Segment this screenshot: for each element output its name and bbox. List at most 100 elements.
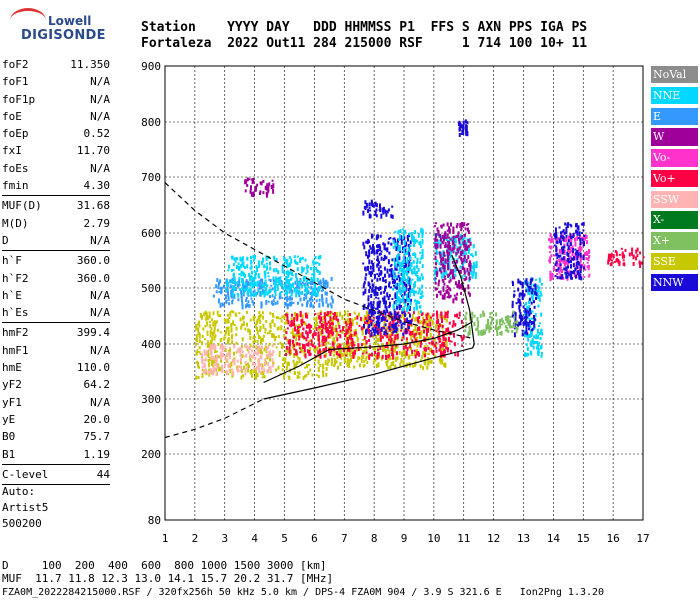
echo-mark [229, 284, 232, 289]
echo-mark [450, 222, 452, 227]
echo-mark [388, 281, 391, 285]
echo-mark [266, 355, 269, 360]
echo-mark [367, 314, 370, 320]
echo-mark [457, 249, 460, 254]
echo-mark [285, 331, 288, 334]
echo-mark [236, 367, 239, 373]
echo-mark [404, 327, 407, 331]
echo-mark [533, 284, 536, 287]
echo-mark [260, 355, 263, 359]
echo-mark [392, 287, 395, 291]
echo-mark [416, 329, 419, 335]
echo-mark [518, 298, 521, 304]
echo-mark [623, 254, 626, 259]
echo-mark [281, 296, 284, 299]
echo-mark [298, 371, 301, 376]
echo-mark [475, 261, 478, 265]
header-row-values: Fortaleza 2022 Out11 284 215000 RSF 1 71… [141, 36, 588, 51]
echo-mark [525, 343, 528, 347]
echo-mark [524, 308, 527, 313]
echo-mark [287, 320, 290, 325]
echo-mark [272, 361, 275, 365]
echo-mark [267, 300, 270, 303]
echo-mark [285, 319, 288, 325]
echo-mark [458, 255, 461, 259]
echo-mark [505, 315, 507, 321]
echo-mark [344, 333, 346, 338]
echo-mark [335, 327, 338, 332]
echo-mark [252, 352, 255, 356]
echo-mark [426, 337, 429, 339]
echo-mark [468, 325, 471, 329]
echo-mark [254, 281, 257, 287]
echo-mark [258, 349, 261, 352]
echo-mark [380, 213, 383, 219]
echo-mark [215, 371, 218, 376]
echo-mark [416, 336, 419, 341]
x-tick-label: 1 [162, 532, 169, 545]
echo-mark [398, 307, 401, 311]
echo-mark [298, 376, 301, 379]
echo-mark [296, 329, 299, 335]
echo-mark [246, 322, 248, 327]
echo-mark [305, 294, 308, 300]
echo-mark [402, 228, 404, 231]
echo-mark [579, 269, 582, 274]
echo-mark [245, 280, 248, 286]
echo-mark [530, 341, 533, 347]
echo-mark [326, 326, 329, 331]
echo-mark [559, 254, 562, 258]
echo-mark [371, 306, 374, 309]
echo-mark [409, 330, 412, 336]
echo-mark [245, 310, 248, 314]
echo-mark [447, 266, 450, 271]
echo-mark [431, 340, 434, 345]
echo-mark [531, 321, 534, 324]
param-row: foE N/A [2, 108, 110, 125]
echo-mark [566, 251, 569, 256]
echo-mark [204, 325, 207, 328]
echo-mark [270, 353, 273, 357]
echo-mark [407, 288, 410, 292]
echo-mark [386, 335, 389, 339]
echo-mark [532, 345, 535, 350]
echo-mark [241, 286, 244, 291]
echo-mark [422, 316, 425, 322]
param-name: foEs [2, 161, 29, 175]
echo-mark [399, 298, 402, 302]
echo-mark [357, 347, 360, 351]
echo-mark [442, 286, 445, 292]
echo-mark [235, 314, 238, 317]
echo-mark [284, 259, 287, 263]
echo-mark [323, 281, 326, 287]
param-row: foF2 11.350 [2, 56, 110, 73]
echo-mark [394, 242, 397, 247]
echo-mark [225, 326, 228, 330]
echo-mark [474, 272, 477, 277]
echo-mark [311, 290, 314, 295]
echo-mark [514, 321, 517, 324]
echo-mark [244, 266, 247, 269]
param-name: h`E [2, 288, 22, 302]
echo-mark [435, 233, 437, 239]
echo-mark [448, 264, 451, 270]
echo-mark [322, 320, 325, 325]
echo-mark [282, 286, 285, 291]
echo-mark [279, 276, 282, 282]
echo-mark [403, 281, 406, 286]
echo-mark [239, 256, 242, 262]
echo-mark [562, 258, 565, 264]
echo-mark [237, 282, 240, 288]
echo-mark [306, 349, 309, 354]
param-value: 20.0 [83, 412, 111, 426]
echo-mark [263, 362, 266, 367]
echo-mark [458, 246, 461, 250]
echo-mark [206, 321, 209, 325]
echo-mark [446, 296, 449, 299]
echo-mark [198, 324, 201, 328]
echo-mark [394, 324, 397, 328]
echo-mark [209, 369, 212, 374]
echo-mark [435, 320, 438, 325]
echo-mark [294, 259, 297, 264]
echo-mark [382, 347, 384, 352]
